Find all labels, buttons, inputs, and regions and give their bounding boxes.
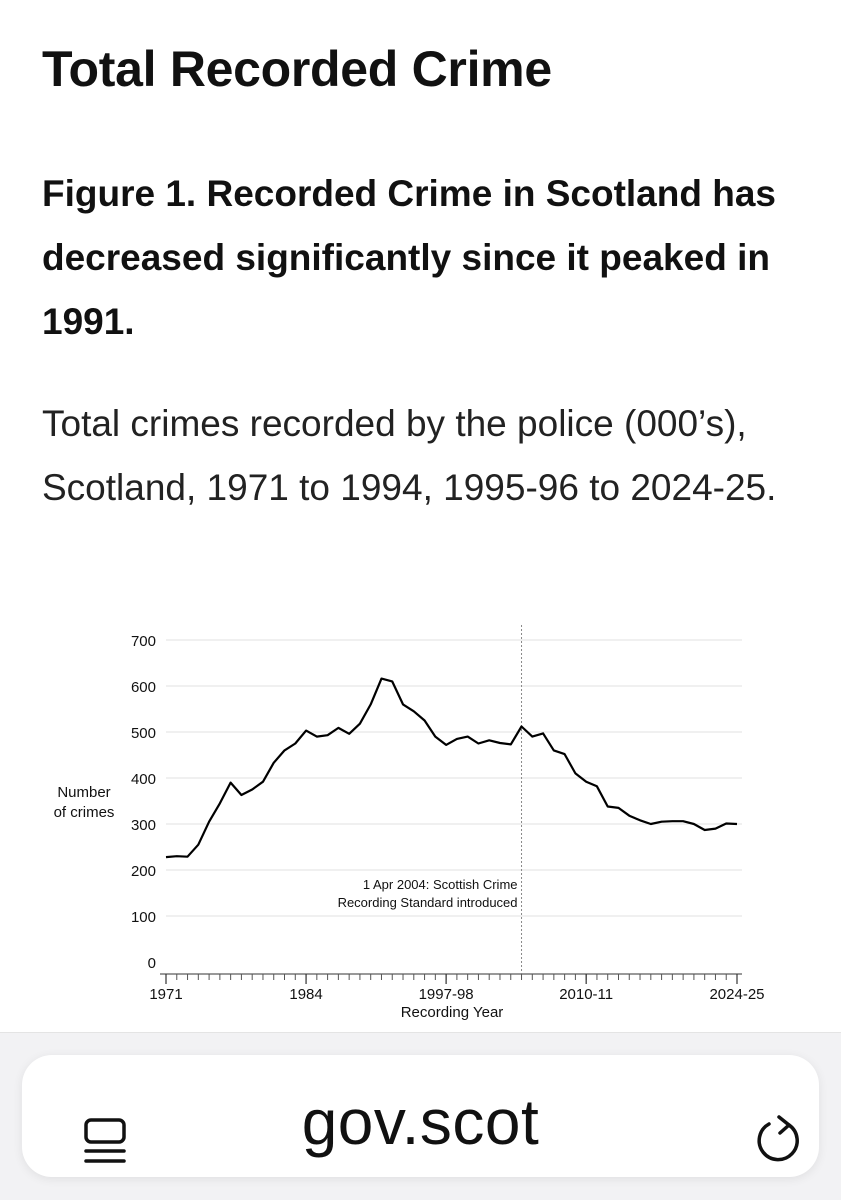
x-tick-label: 2010-11 — [559, 986, 613, 1003]
x-axis-title: Recording Year — [401, 1004, 504, 1021]
address-bar[interactable]: gov.scot — [22, 1055, 819, 1177]
y-tick-labels: 0 100 200 300 400 500 600 700 — [131, 633, 156, 972]
x-tick-label: 1997-98 — [419, 986, 474, 1003]
browser-bottom-bar: gov.scot — [0, 1033, 841, 1200]
y-tick-label: 200 — [131, 863, 156, 880]
x-axis: 1971 1984 1997-98 2010-11 2024-25 Recording Y… — [149, 973, 765, 1021]
x-tick-label: 1971 — [149, 986, 182, 1003]
series-layer — [165, 677, 738, 859]
y-axis-label: Number of crimes — [54, 784, 115, 821]
y-tick-label: 300 — [131, 817, 156, 834]
y-tick-label: 100 — [131, 909, 156, 926]
x-tick-label: 1984 — [289, 986, 322, 1003]
chart-gridlines — [166, 639, 742, 917]
y-axis-label-line: Number — [57, 784, 110, 801]
content-divider — [0, 1032, 841, 1033]
y-tick-label: 0 — [148, 955, 156, 972]
reader-view-icon[interactable] — [82, 1118, 130, 1169]
y-tick-label: 600 — [131, 679, 156, 696]
y-tick-label: 700 — [131, 633, 156, 650]
x-tick-label: 2024-25 — [709, 986, 764, 1003]
crime-line-chart: 0 100 200 300 400 500 600 700 Number of crimes 1… — [54, 625, 765, 1021]
y-tick-label: 400 — [131, 771, 156, 788]
y-tick-label: 500 — [131, 725, 156, 742]
figure-subtitle: Total crimes recorded by the police (000… — [42, 403, 777, 508]
annotation-text: Recording Standard introduced — [338, 895, 518, 910]
annotation-text: 1 Apr 2004: Scottish Crime — [363, 877, 518, 892]
y-axis-label-line: of crimes — [54, 804, 115, 821]
reload-icon[interactable] — [752, 1115, 804, 1172]
url-text[interactable]: gov.scot — [301, 1086, 540, 1158]
page-heading: Total Recorded Crime — [42, 41, 552, 97]
series-line — [165, 677, 738, 859]
annotation: 1 Apr 2004: Scottish Crime Recording Stan… — [338, 625, 523, 974]
figure-title: Figure 1. Recorded Crime in Scotland has… — [42, 173, 777, 342]
